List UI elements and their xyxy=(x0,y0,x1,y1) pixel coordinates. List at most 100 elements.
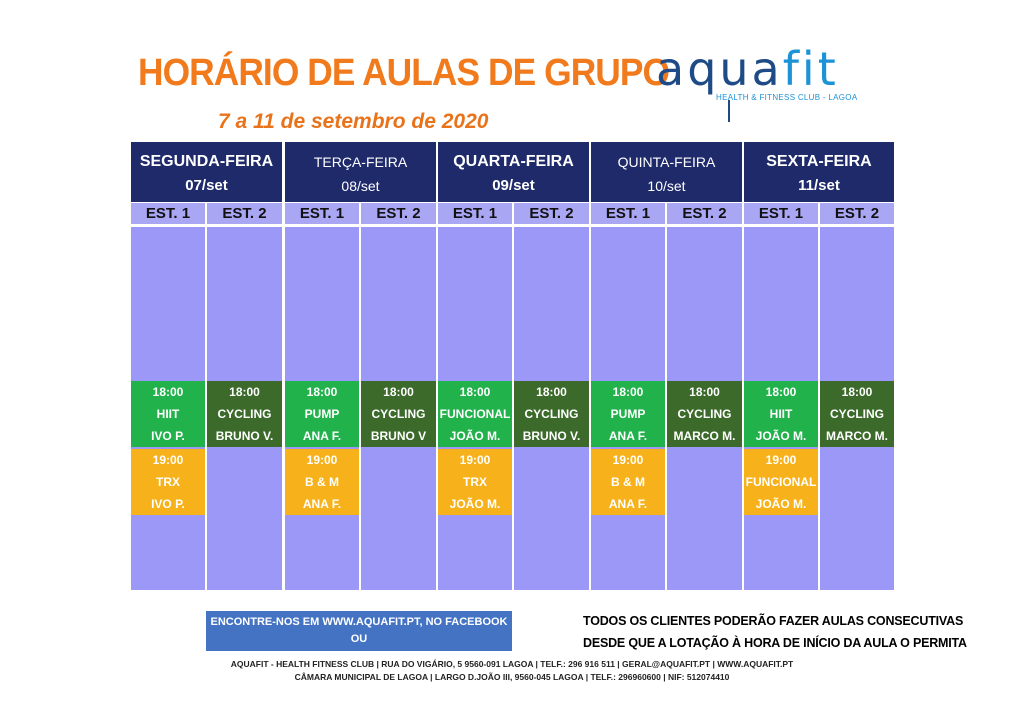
studio-header: EST. 1 xyxy=(131,203,205,224)
schedule-column: 18:00 HIIT JOÃO M. 19:00 FUNCIONAL JOÃO … xyxy=(744,227,818,590)
footer-municipal-line: CÂMARA MUNICIPAL DE LAGOA | LARGO D.JOÃO… xyxy=(294,672,730,682)
class-slot[interactable]: 18:00 CYCLING BRUNO V. xyxy=(514,381,589,447)
day-header-monday: SEGUNDA-FEIRA 07/set xyxy=(131,142,282,202)
day-name: QUARTA-FEIRA xyxy=(453,153,574,170)
class-name: CYCLING xyxy=(677,407,732,421)
class-slot[interactable]: 18:00 HIIT JOÃO M. xyxy=(744,381,818,447)
class-time: 19:00 xyxy=(306,453,338,467)
class-name: CYCLING xyxy=(830,407,884,421)
class-slot[interactable]: 19:00 TRX JOÃO M. xyxy=(438,449,512,515)
class-slot[interactable]: 18:00 HIIT IVO P. xyxy=(131,381,205,447)
class-time: 18:00 xyxy=(383,385,414,399)
day-name: SEXTA-FEIRA xyxy=(766,153,872,170)
day-header-tuesday: TERÇA-FEIRA 08/set xyxy=(285,142,436,202)
class-name: HIIT xyxy=(769,407,793,421)
studio-header: EST. 1 xyxy=(744,203,818,224)
social-info-line: ENCONTRE-NOS EM WWW.AQUAFIT.PT, NO FACEB… xyxy=(210,616,508,645)
class-name: HIIT xyxy=(156,407,180,421)
class-name: PUMP xyxy=(610,407,646,421)
class-slot[interactable]: 19:00 FUNCIONAL JOÃO M. xyxy=(744,449,818,515)
class-instructor: ANA F. xyxy=(608,429,648,443)
class-instructor: JOÃO M. xyxy=(449,497,501,511)
schedule-grid: SEGUNDA-FEIRA 07/set TERÇA-FEIRA 08/set … xyxy=(131,142,894,590)
class-time: 18:00 xyxy=(841,385,873,399)
class-time: 18:00 xyxy=(765,385,797,399)
class-instructor: BRUNO V. xyxy=(215,429,274,443)
class-name: PUMP xyxy=(304,407,340,421)
class-slot[interactable]: 18:00 CYCLING MARCO M. xyxy=(820,381,894,447)
class-time: 18:00 xyxy=(612,385,644,399)
class-instructor: BRUNO V. xyxy=(522,429,581,443)
day-header-friday: SEXTA-FEIRA 11/set xyxy=(744,142,894,202)
schedule-column: 18:00 CYCLING MARCO M. xyxy=(820,227,894,590)
class-time: 18:00 xyxy=(536,385,567,399)
class-name: B & M xyxy=(611,475,645,489)
class-instructor: IVO P. xyxy=(151,429,185,443)
class-slot[interactable]: 18:00 CYCLING BRUNO V xyxy=(361,381,436,447)
logo-tagline: HEALTH & FITNESS CLUB - LAGOA xyxy=(716,93,858,102)
page-title: HORÁRIO DE AULAS DE GRUPO xyxy=(138,52,670,94)
class-instructor: BRUNO V xyxy=(370,429,427,443)
class-instructor: JOÃO M. xyxy=(755,497,807,511)
class-instructor: ANA F. xyxy=(608,497,648,511)
class-instructor: ANA F. xyxy=(302,429,342,443)
day-date: 08/set xyxy=(341,178,380,194)
class-time: 19:00 xyxy=(765,453,797,467)
date-range: 7 a 11 de setembro de 2020 xyxy=(218,110,489,133)
class-name: CYCLING xyxy=(524,407,579,421)
social-info-line: NO INSTAGRAM xyxy=(316,650,402,662)
schedule-column: 18:00 FUNCIONAL JOÃO M. 19:00 TRX JOÃO M… xyxy=(438,227,512,590)
class-slot[interactable]: 18:00 PUMP ANA F. xyxy=(591,381,665,447)
studio-header: EST. 2 xyxy=(361,203,436,224)
class-name: CYCLING xyxy=(217,407,272,421)
schedule-column: 18:00 PUMP ANA F. 19:00 B & M ANA F. xyxy=(285,227,359,590)
notice-line: DESDE QUE A LOTAÇÃO À HORA DE INÍCIO DA … xyxy=(583,636,967,650)
studio-header: EST. 2 xyxy=(667,203,742,224)
logo-divider xyxy=(728,100,730,122)
day-date: 10/set xyxy=(647,178,686,194)
class-instructor: JOÃO M. xyxy=(755,429,807,443)
day-name: TERÇA-FEIRA xyxy=(313,154,408,170)
class-slot[interactable]: 19:00 TRX IVO P. xyxy=(131,449,205,515)
class-time: 19:00 xyxy=(459,453,491,467)
class-slot[interactable]: 18:00 CYCLING BRUNO V. xyxy=(207,381,282,447)
day-header-thursday: QUINTA-FEIRA 10/set xyxy=(591,142,742,202)
class-slot[interactable]: 19:00 B & M ANA F. xyxy=(285,449,359,515)
logo-word-fit: fit xyxy=(782,42,839,96)
social-info-box: ENCONTRE-NOS EM WWW.AQUAFIT.PT, NO FACEB… xyxy=(206,611,512,662)
day-header-wednesday: QUARTA-FEIRA 09/set xyxy=(438,142,589,202)
class-instructor: MARCO M. xyxy=(673,429,736,443)
class-slot[interactable]: 18:00 PUMP ANA F. xyxy=(285,381,359,447)
class-name: TRX xyxy=(156,475,180,489)
class-time: 18:00 xyxy=(306,385,338,399)
schedule-column: 18:00 PUMP ANA F. 19:00 B & M ANA F. xyxy=(591,227,665,590)
schedule-column: 18:00 CYCLING BRUNO V. xyxy=(207,227,282,590)
studio-header: EST. 2 xyxy=(514,203,589,224)
class-slot[interactable]: 18:00 CYCLING MARCO M. xyxy=(667,381,742,447)
day-date: 09/set xyxy=(492,177,535,194)
class-time: 19:00 xyxy=(152,453,184,467)
aquafit-logo: aquafit HEALTH & FITNESS CLUB - LAGOA xyxy=(652,42,872,128)
studio-header: EST. 1 xyxy=(438,203,512,224)
class-slot[interactable]: 19:00 B & M ANA F. xyxy=(591,449,665,515)
footer-address-line: AQUAFIT - HEALTH FITNESS CLUB | RUA DO V… xyxy=(230,659,794,669)
class-name: TRX xyxy=(463,475,487,489)
class-name: B & M xyxy=(305,475,339,489)
day-name: SEGUNDA-FEIRA xyxy=(139,153,274,170)
schedule-column: 18:00 CYCLING BRUNO V. xyxy=(514,227,589,590)
class-time: 19:00 xyxy=(612,453,644,467)
class-instructor: ANA F. xyxy=(302,497,342,511)
day-date: 07/set xyxy=(185,177,228,194)
class-time: 18:00 xyxy=(152,385,184,399)
studio-header: EST. 1 xyxy=(591,203,665,224)
day-name: QUINTA-FEIRA xyxy=(617,154,716,170)
studio-header: EST. 2 xyxy=(207,203,282,224)
class-slot[interactable]: 18:00 FUNCIONAL JOÃO M. xyxy=(438,381,512,447)
class-instructor: IVO P. xyxy=(151,497,185,511)
class-name: FUNCIONAL xyxy=(745,475,817,489)
class-name: CYCLING xyxy=(371,407,426,421)
studio-header: EST. 1 xyxy=(285,203,359,224)
consecutive-classes-notice: TODOS OS CLIENTES PODERÃO FAZER AULAS CO… xyxy=(583,610,967,654)
schedule-column: 18:00 CYCLING BRUNO V xyxy=(361,227,436,590)
day-date: 11/set xyxy=(798,177,840,194)
